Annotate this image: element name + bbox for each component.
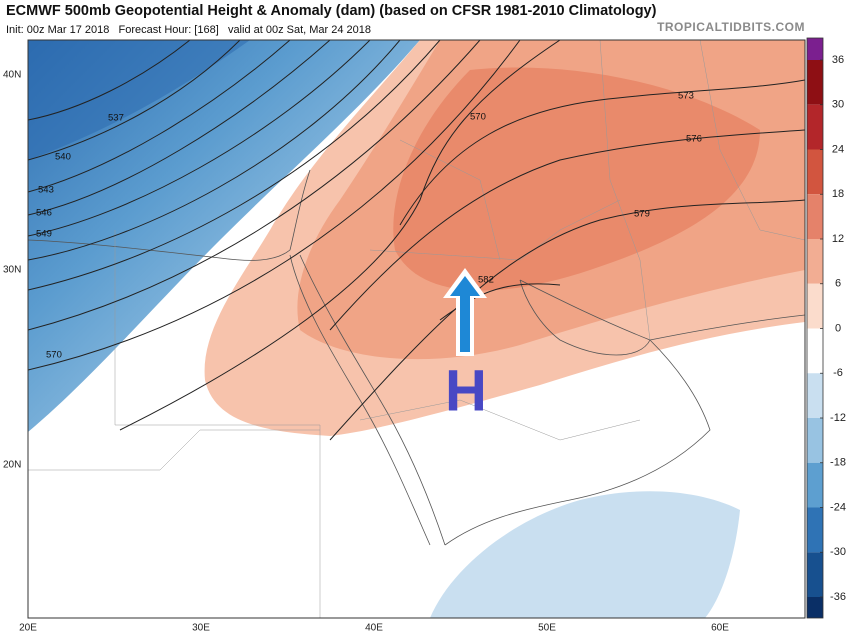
- colorbar-frame: [806, 37, 824, 619]
- colorbar-band: [807, 104, 823, 150]
- contour-label: 579: [634, 209, 650, 220]
- contour-label: 570: [470, 112, 486, 123]
- lat-label: 40N: [3, 70, 21, 81]
- colorbar-tick-label: -36: [830, 591, 846, 603]
- lon-label: 20E: [19, 623, 37, 634]
- lon-label: 50E: [538, 623, 556, 634]
- colorbar-tick-label: -6: [833, 367, 843, 379]
- colorbar-tick-label: 36: [832, 54, 844, 66]
- colorbar-band: [807, 194, 823, 239]
- subtitle: Init: 00z Mar 17 2018 Forecast Hour: [16…: [6, 24, 371, 36]
- colorbar-band: [807, 38, 823, 60]
- contour-label: 570: [46, 350, 62, 361]
- colorbar-tick-label: 30: [832, 99, 844, 111]
- colorbar-band: [807, 552, 823, 597]
- colorbar-band: [807, 507, 823, 553]
- colorbar-tick-label: 12: [832, 233, 844, 245]
- brand: TROPICALTIDBITS.COM: [657, 20, 805, 34]
- lon-label: 40E: [365, 623, 383, 634]
- colorbar-tick-label: 18: [832, 188, 844, 200]
- colorbar-band: [807, 239, 823, 284]
- colorbar-band: [807, 149, 823, 195]
- colorbar-tick-label: -24: [830, 501, 846, 513]
- title: ECMWF 500mb Geopotential Height & Anomal…: [6, 3, 657, 19]
- map-frame: [27, 39, 806, 619]
- lat-label: 20N: [3, 460, 21, 471]
- colorbar-tick-label: 0: [835, 322, 841, 334]
- colorbar-band: [807, 373, 823, 418]
- contour-label: 549: [36, 229, 52, 240]
- colorbar-tick-label: -18: [830, 457, 846, 469]
- colorbar-tick-label: -12: [830, 412, 846, 424]
- colorbar-tick-label: 6: [835, 278, 841, 290]
- colorbar-band: [807, 60, 823, 105]
- colorbar-band: [807, 462, 823, 508]
- lon-label: 30E: [192, 623, 210, 634]
- colorbar-band: [807, 418, 823, 463]
- colorbar-tick-label: 24: [832, 143, 844, 155]
- upward-arrow: [443, 268, 487, 356]
- colorbar-band: [807, 328, 823, 374]
- contour-label: 576: [686, 134, 702, 145]
- colorbar-band: [807, 597, 823, 618]
- contour-label: 543: [38, 185, 54, 196]
- contour-label: 582: [478, 275, 494, 286]
- high-pressure-label: H: [445, 358, 487, 423]
- contour-label: 546: [36, 208, 52, 219]
- colorbar-tick-label: -30: [830, 546, 846, 558]
- map-area: [28, 40, 805, 618]
- contour-label: 573: [678, 91, 694, 102]
- contour-label: 540: [55, 152, 71, 163]
- colorbar-band: [807, 283, 823, 329]
- colorbar: 36 30 24 18 12 6 0 -6 -12 -18 -24 -30 -36: [806, 37, 846, 619]
- lon-label: 60E: [711, 623, 729, 634]
- contour-label: 537: [108, 113, 124, 124]
- lat-label: 30N: [3, 265, 21, 276]
